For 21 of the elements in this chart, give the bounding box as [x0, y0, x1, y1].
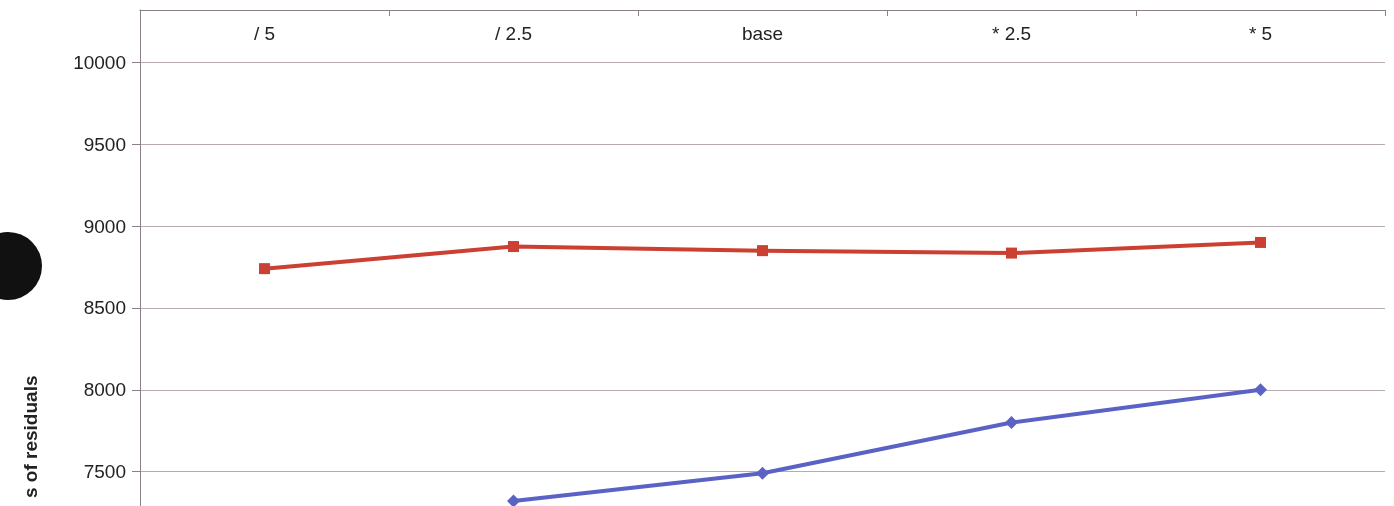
y-axis-title: s of residuals: [19, 375, 41, 498]
point: [508, 241, 519, 253]
x-tick-label: base: [741, 23, 784, 44]
point: [1255, 236, 1266, 248]
point: [1254, 383, 1267, 397]
point: [756, 466, 769, 480]
x-tick-label: / 5: [253, 23, 276, 44]
x-tick-label: * 5: [1248, 23, 1273, 44]
point: [757, 245, 768, 257]
y-tick-label: 8500: [83, 297, 126, 319]
y-tick-label: 8000: [83, 379, 126, 401]
y-tick-label: 10000: [73, 51, 126, 73]
y-tick-label: 9500: [83, 133, 126, 155]
y-tick-label: 7500: [83, 461, 126, 483]
point: [507, 494, 520, 506]
point: [1006, 247, 1017, 259]
x-tick-label: * 2.5: [991, 23, 1032, 44]
point: [1005, 416, 1018, 430]
x-tick-label: / 2.5: [495, 23, 532, 44]
point: [259, 263, 270, 275]
y-tick-label: 9000: [83, 215, 126, 237]
